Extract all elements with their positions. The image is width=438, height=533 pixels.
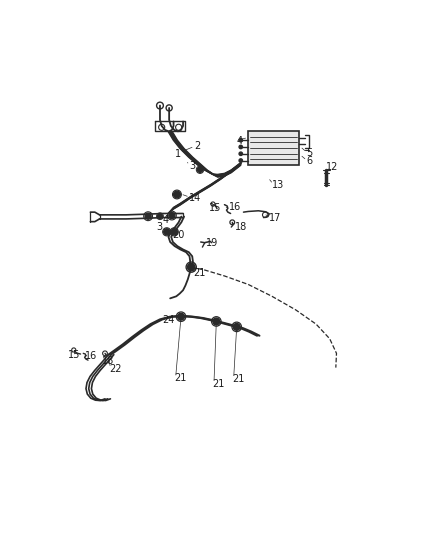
Text: 5: 5 <box>306 148 312 158</box>
Circle shape <box>239 146 243 149</box>
Text: 21: 21 <box>174 374 187 383</box>
Text: 21: 21 <box>212 379 225 389</box>
Circle shape <box>239 159 243 162</box>
Text: 1: 1 <box>175 149 181 159</box>
Circle shape <box>164 229 170 235</box>
Text: 6: 6 <box>306 156 312 166</box>
Text: 13: 13 <box>272 180 284 190</box>
Text: 24: 24 <box>162 315 175 325</box>
Text: 4: 4 <box>237 136 243 146</box>
Circle shape <box>171 229 177 235</box>
Circle shape <box>187 263 195 271</box>
Text: 19: 19 <box>206 238 218 248</box>
Text: 3: 3 <box>156 222 162 232</box>
Text: 3: 3 <box>189 160 195 171</box>
Text: 18: 18 <box>102 357 114 367</box>
Text: 20: 20 <box>172 230 184 240</box>
Circle shape <box>197 167 203 172</box>
Text: 14: 14 <box>189 193 201 203</box>
Circle shape <box>239 139 243 142</box>
Text: 16: 16 <box>229 203 241 212</box>
Text: 17: 17 <box>268 213 281 223</box>
Text: 4: 4 <box>162 215 169 225</box>
Circle shape <box>178 313 184 320</box>
Circle shape <box>173 191 180 198</box>
Text: 21: 21 <box>193 268 205 278</box>
Text: 15: 15 <box>209 203 221 213</box>
Circle shape <box>213 318 220 325</box>
Text: 15: 15 <box>68 350 81 360</box>
Text: 2: 2 <box>194 141 200 151</box>
Circle shape <box>158 214 162 219</box>
Text: 22: 22 <box>109 364 122 374</box>
Circle shape <box>239 152 243 156</box>
Circle shape <box>233 324 240 330</box>
Text: 12: 12 <box>325 163 338 172</box>
Text: 16: 16 <box>85 351 98 361</box>
FancyBboxPatch shape <box>248 131 299 165</box>
Text: 21: 21 <box>232 374 245 384</box>
Circle shape <box>169 213 175 219</box>
Circle shape <box>145 213 151 219</box>
Text: 18: 18 <box>235 222 247 232</box>
